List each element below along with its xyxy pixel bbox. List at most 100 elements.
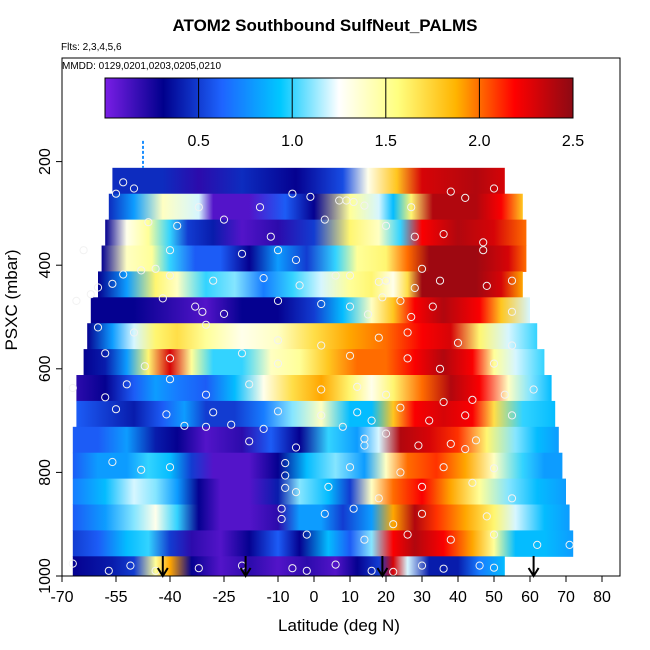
observation-point xyxy=(219,215,229,224)
x-tick-label: 40 xyxy=(449,589,467,606)
observation-point xyxy=(291,255,301,265)
observation-point xyxy=(68,383,77,393)
observation-point xyxy=(381,221,391,230)
observation-point xyxy=(489,530,499,539)
observation-point xyxy=(367,416,376,425)
observation-point xyxy=(273,246,283,255)
observation-point xyxy=(320,215,329,224)
colorbar: 0.5 1.0 1.5 2.0 2.5 xyxy=(104,77,584,150)
observation-point xyxy=(137,465,146,474)
observation-point xyxy=(446,439,455,448)
y-axis-label: PSXC (mbar) xyxy=(2,249,21,350)
observation-point xyxy=(104,566,113,575)
observation-point xyxy=(255,203,265,212)
observation-point xyxy=(453,338,463,347)
heatmap-band xyxy=(72,452,563,480)
observation-point xyxy=(360,441,369,450)
x-tick-label: -55 xyxy=(104,589,127,606)
colorbar-tick-label: 1.0 xyxy=(281,133,303,150)
observation-point xyxy=(259,424,268,433)
observation-point xyxy=(324,482,333,491)
observation-point xyxy=(93,323,103,332)
observation-point xyxy=(331,271,340,280)
observation-point xyxy=(417,264,427,273)
y-tick-label: 800 xyxy=(37,459,54,486)
observation-point xyxy=(209,276,218,285)
observation-point xyxy=(144,218,153,227)
observation-point xyxy=(111,405,121,414)
heatmap-bands xyxy=(72,167,574,576)
observation-point xyxy=(363,310,373,319)
observation-point xyxy=(396,403,405,412)
observation-point xyxy=(273,296,283,305)
colorbar-tick-label: 0.5 xyxy=(187,133,209,150)
observation-point xyxy=(461,193,470,202)
observation-point xyxy=(201,422,211,431)
heatmap-band xyxy=(72,478,567,506)
heatmap-band xyxy=(98,271,523,298)
observation-point xyxy=(281,459,290,468)
observation-point xyxy=(259,274,268,283)
x-axis-label: Latitude (deg N) xyxy=(278,616,400,635)
x-tick-label: 10 xyxy=(341,589,359,606)
colorbar-tick-label: 2.5 xyxy=(562,133,584,150)
observation-point xyxy=(507,276,517,285)
observation-point xyxy=(425,416,434,425)
observation-point xyxy=(500,390,509,399)
observation-point xyxy=(403,354,412,363)
observation-point xyxy=(108,457,117,467)
flights-subtitle: Flts: 2,3,4,5,6 xyxy=(61,42,122,53)
observation-point xyxy=(111,189,121,198)
observation-point xyxy=(461,411,470,420)
observation-point xyxy=(119,178,128,187)
x-tick-label: 20 xyxy=(377,589,395,606)
observation-point xyxy=(68,559,77,568)
observation-point xyxy=(479,246,488,255)
observation-point xyxy=(381,390,391,399)
y-tick-label: 600 xyxy=(37,355,54,382)
heatmap-band xyxy=(112,167,505,195)
observation-point xyxy=(140,362,149,371)
observation-point xyxy=(374,333,383,342)
observation-point xyxy=(317,299,326,309)
observation-point xyxy=(507,494,517,503)
observation-point xyxy=(349,197,358,207)
observation-point xyxy=(461,445,470,454)
observation-point xyxy=(507,307,517,316)
observation-point xyxy=(158,294,167,303)
observation-point xyxy=(428,302,437,311)
observation-point xyxy=(507,341,517,350)
x-tick-label: 60 xyxy=(521,589,539,606)
observation-point xyxy=(381,276,391,285)
observation-point xyxy=(119,270,128,279)
chart-title: ATOM2 Southbound SulfNeut_PALMS xyxy=(172,16,478,35)
observation-point xyxy=(439,564,448,573)
observation-point xyxy=(180,421,189,430)
observation-point xyxy=(302,530,311,539)
heatmap-band xyxy=(105,219,527,247)
observation-point xyxy=(281,471,290,480)
observation-point xyxy=(237,249,247,258)
heatmap-band xyxy=(108,193,523,221)
observation-point xyxy=(122,380,131,389)
observation-point xyxy=(565,540,574,550)
observation-point xyxy=(533,540,542,550)
observation-point xyxy=(93,283,103,292)
plot-frame xyxy=(61,57,621,577)
x-tick-label: -25 xyxy=(212,589,235,606)
x-tick-label: 70 xyxy=(557,589,575,606)
x-tick-label: 0 xyxy=(310,589,319,606)
observation-point xyxy=(227,420,236,429)
observation-point xyxy=(79,246,88,255)
observation-point xyxy=(489,464,499,473)
observation-point xyxy=(101,393,110,402)
observation-point xyxy=(410,283,419,293)
observation-point xyxy=(209,408,218,417)
observation-point xyxy=(345,302,355,311)
heatmap-band xyxy=(72,530,574,557)
observation-point xyxy=(378,293,387,302)
observation-point xyxy=(482,512,491,521)
x-axis: -70 -55 -40 -25 -10 0 10 20 30 40 50 60 70 80 xyxy=(50,576,611,606)
observation-point xyxy=(417,482,427,491)
